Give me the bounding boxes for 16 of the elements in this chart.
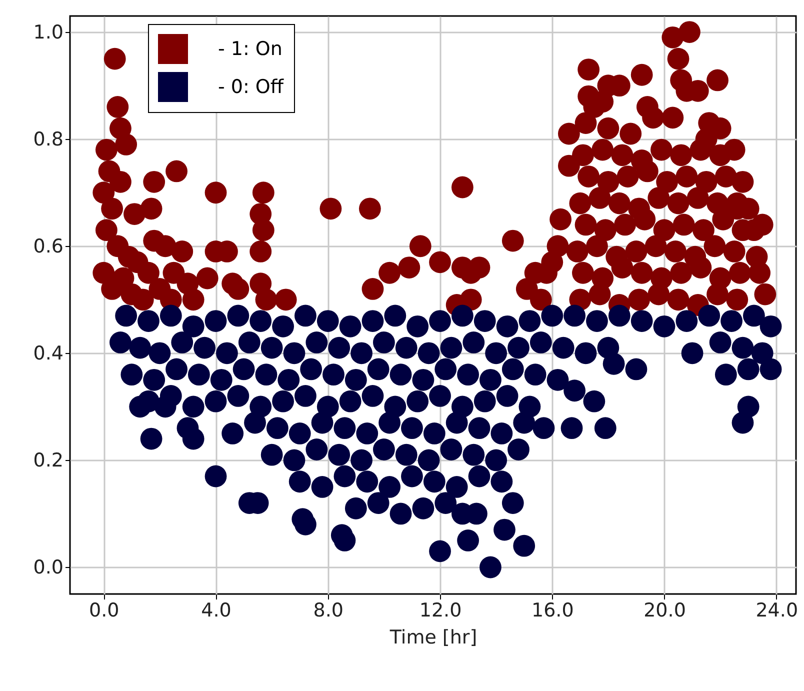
legend-label: - 0: Off bbox=[218, 76, 284, 98]
y-tick-label: 1.0 bbox=[33, 22, 64, 44]
x-tick-label: 0.0 bbox=[89, 600, 120, 622]
x-tick-label: 12.0 bbox=[419, 600, 462, 622]
x-tick-label: 20.0 bbox=[644, 600, 686, 622]
x-tick-label: 4.0 bbox=[201, 600, 232, 622]
x-tick-label: 16.0 bbox=[531, 600, 574, 622]
x-tick-label: 24.0 bbox=[756, 600, 798, 622]
y-tick-label: 0.0 bbox=[33, 556, 64, 579]
legend-label: - 1: On bbox=[218, 38, 282, 60]
x-tick-label: 8.0 bbox=[313, 600, 344, 622]
y-tick-label: 0.2 bbox=[33, 450, 64, 472]
y-tick-label: 0.6 bbox=[33, 236, 64, 258]
y-tick-label: 0.8 bbox=[33, 128, 64, 151]
x-axis-title: Time [hr] bbox=[388, 626, 478, 648]
y-tick-label: 0.4 bbox=[33, 342, 64, 365]
